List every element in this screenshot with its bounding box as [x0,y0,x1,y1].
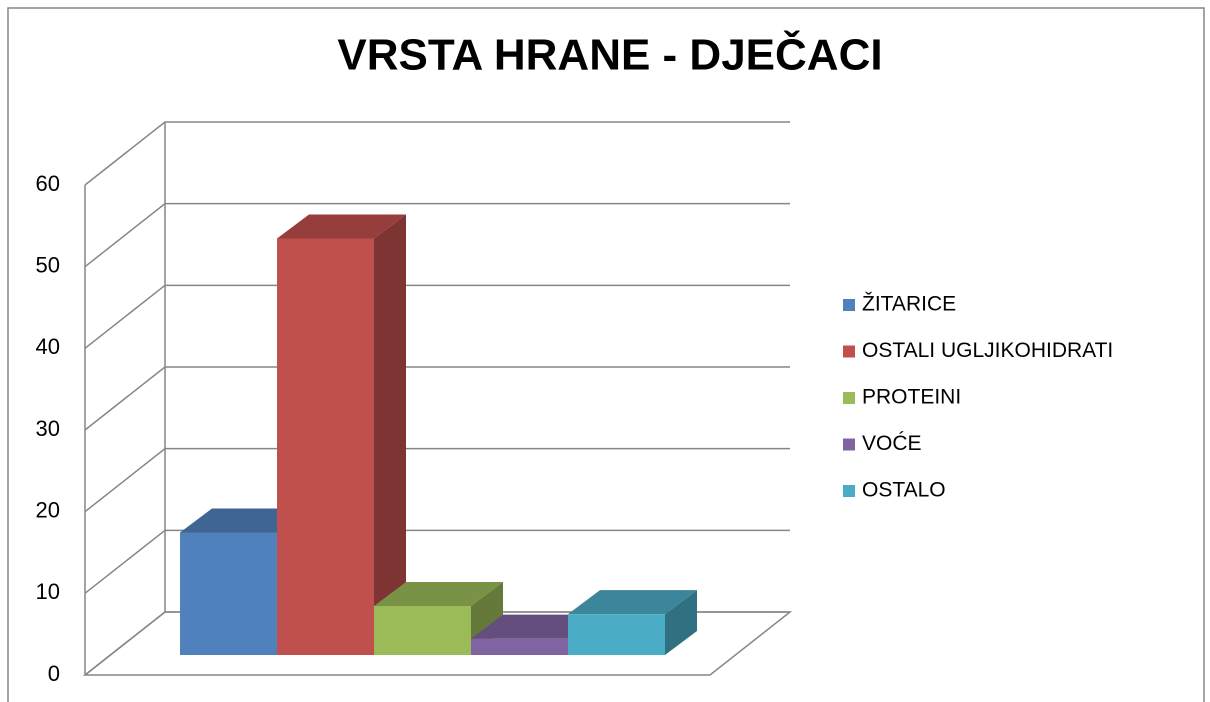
y-tick-label: 60 [36,171,60,196]
bar-top [568,590,697,615]
bar [180,532,277,655]
bar-top [471,614,600,639]
bar [568,614,665,655]
grid-line [84,202,790,268]
legend-swatch [843,392,855,404]
y-tick-label: 40 [36,334,60,359]
grid-line [84,121,790,186]
bar-top [277,214,406,239]
bar [374,606,471,655]
legend-swatch [843,345,855,358]
bar [277,238,374,655]
grid-line [84,529,790,594]
y-tick-label: 0 [48,661,60,686]
legend-label: PROTEINI [862,386,961,409]
bar-side [374,214,406,655]
y-tick-label: 10 [36,579,60,604]
grid-line [84,284,790,349]
bar [471,638,568,655]
legend-label: VOĆE [862,432,922,455]
chart-title: VRSTA HRANE - DJEČACI [337,29,882,80]
grid-line [84,447,790,513]
bar-side [665,590,697,655]
chart-frame [7,7,1205,702]
y-tick-label: 50 [36,252,60,277]
grid-line [84,366,790,431]
bar-top [374,582,503,606]
y-tick-label: 30 [36,416,60,441]
legend-label: OSTALO [862,479,946,502]
legend-label: ŽITARICE [862,293,956,316]
legend-swatch [843,485,855,497]
legend-swatch [843,438,855,451]
y-tick-label: 20 [36,497,60,522]
bar-top [180,508,309,533]
legend-label: OSTALI UGLJIKOHIDRATI [862,339,1113,362]
legend-swatch [843,299,855,311]
